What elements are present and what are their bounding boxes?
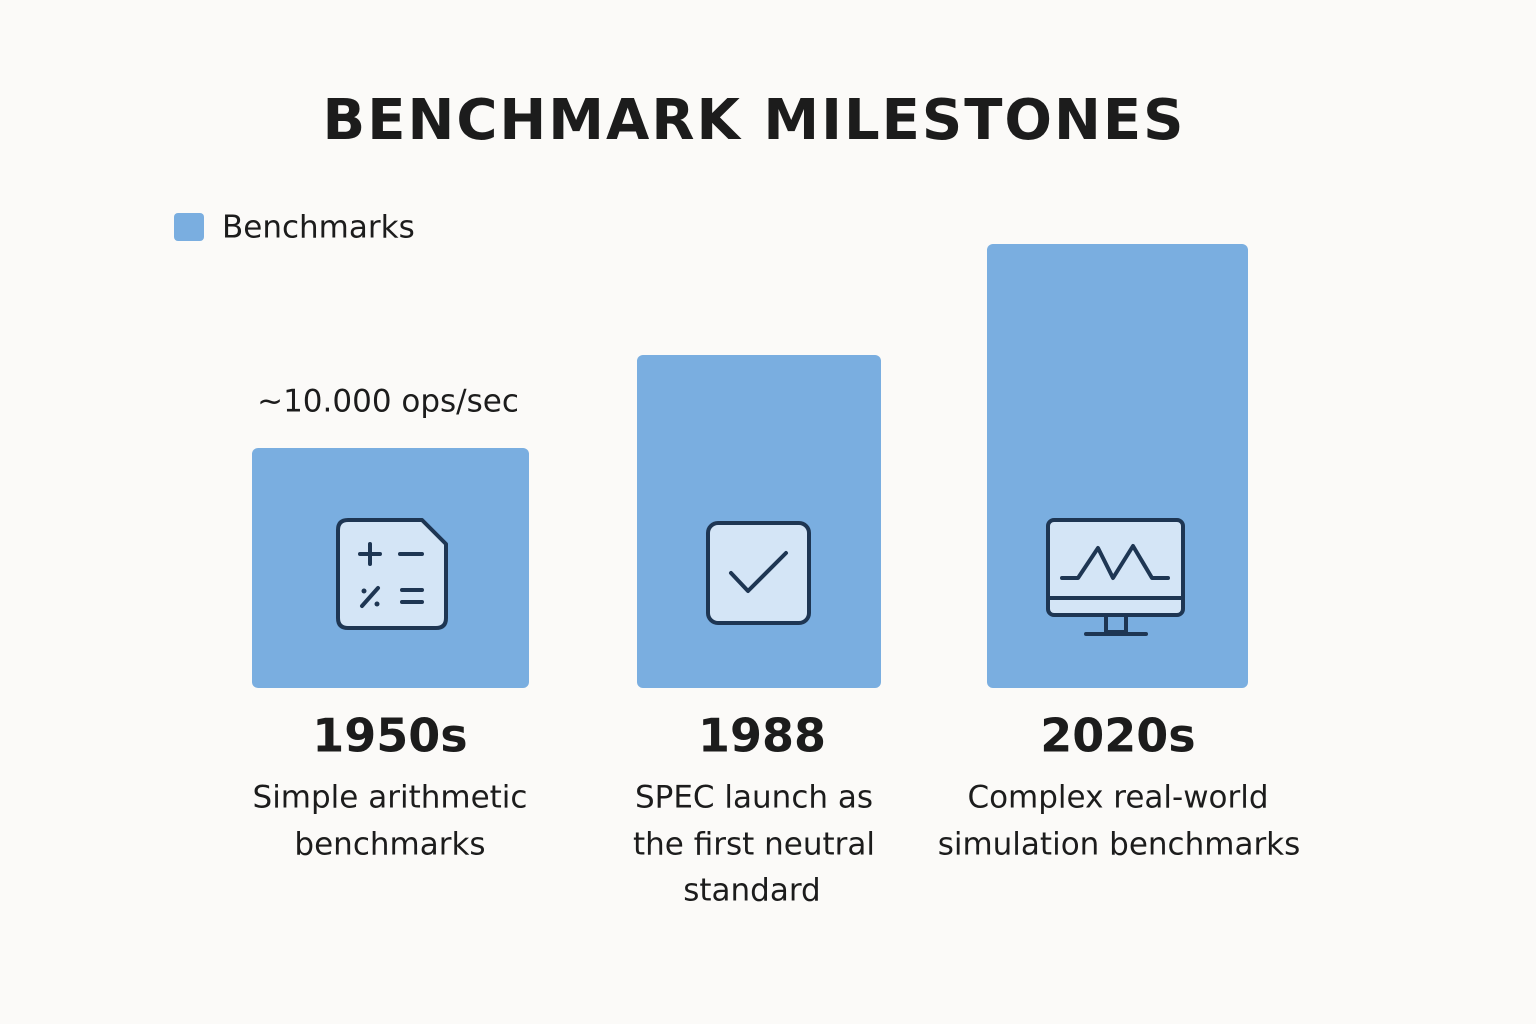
value-label: ~10.000 ops/sec xyxy=(257,384,519,420)
description-line: benchmarks xyxy=(294,827,485,863)
year: 1988 xyxy=(698,709,826,763)
year: 1950s xyxy=(312,709,467,763)
year: 2020s xyxy=(1040,709,1195,763)
description-line: Simple arithmetic xyxy=(253,780,528,816)
legend-swatch xyxy=(174,213,204,241)
description-line: SPEC launch as xyxy=(635,780,873,816)
monitor-icon xyxy=(1046,518,1185,636)
description-line: Complex real-world xyxy=(967,780,1268,816)
description-line: simulation benchmarks xyxy=(938,827,1301,863)
calculator-icon xyxy=(336,518,448,630)
bar xyxy=(987,244,1248,688)
description-line: standard xyxy=(683,873,821,909)
description-line: the first neutral xyxy=(633,827,875,863)
title: BENCHMARK MILESTONES xyxy=(323,88,1186,153)
legend-label: Benchmarks xyxy=(222,210,415,246)
check-icon xyxy=(706,521,811,625)
